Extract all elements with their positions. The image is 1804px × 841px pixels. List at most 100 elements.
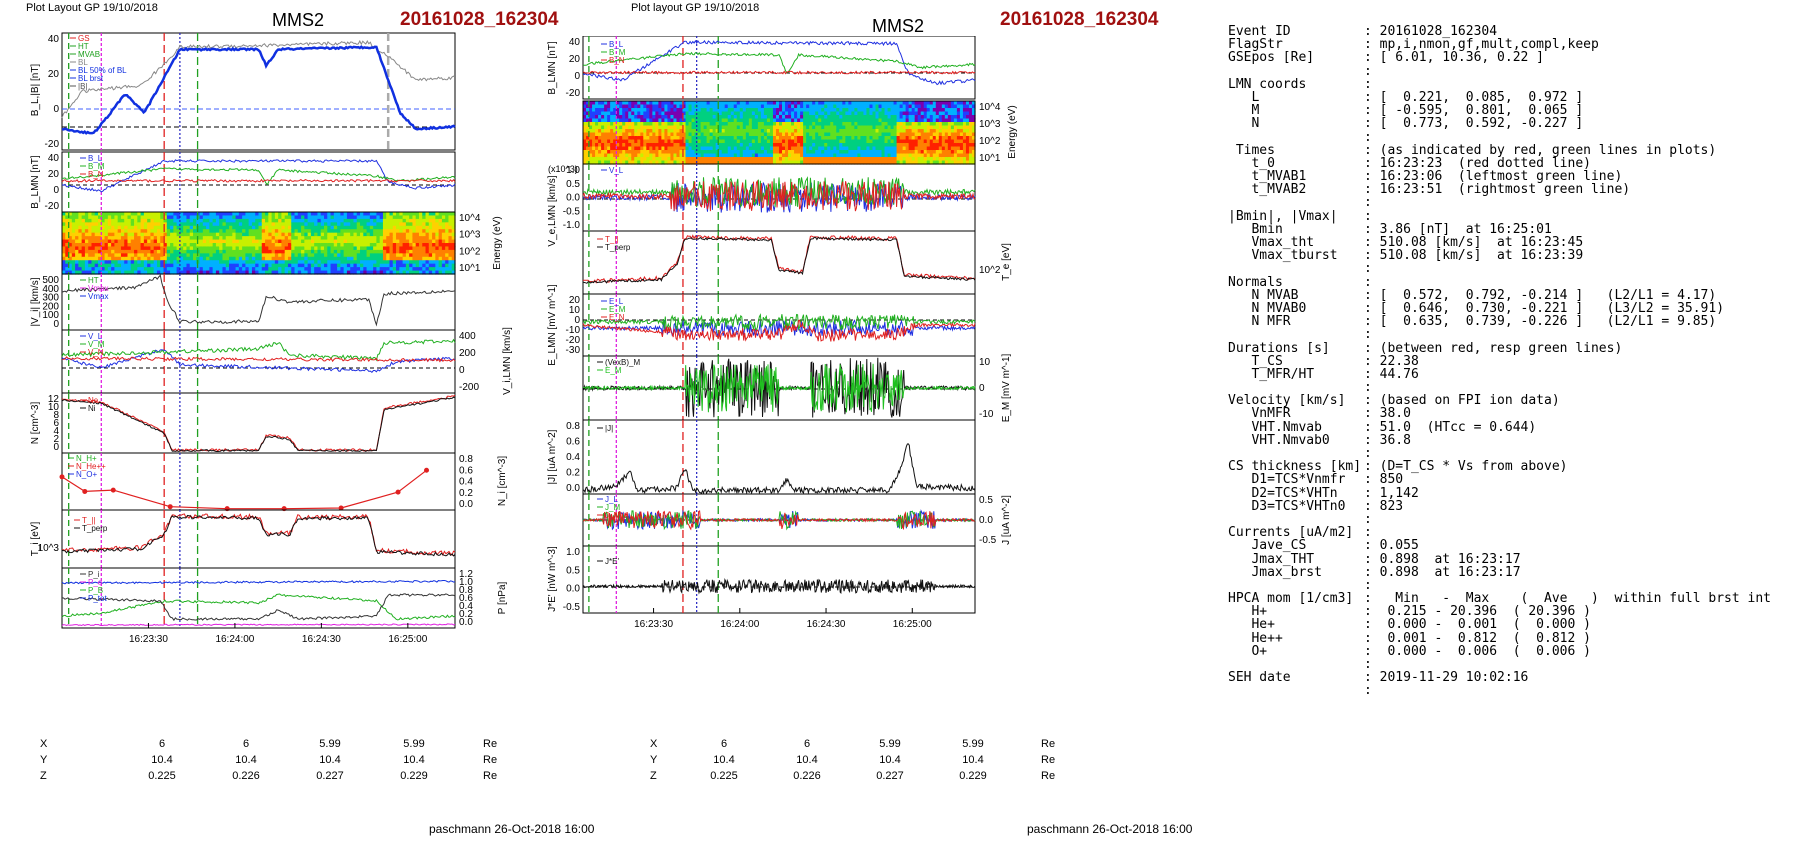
right-plot-panel: Plot layout GP 19/10/2018 MMS2 20161028_…: [547, 0, 1220, 841]
left-panel-2: 40 20 0 -20 B_LMN [nT] B_LB_MB_N: [30, 151, 456, 213]
info-value: : (between red, resp green lines): [1364, 340, 1623, 356]
right-em2-series: [583, 363, 976, 413]
info-value: : [ 0.221, 0.085, 0.972 ]: [1364, 89, 1584, 105]
coord-value: 10.4: [403, 754, 425, 766]
right-jmag-line: [582, 443, 976, 495]
info-row: :: [1228, 327, 1798, 342]
right-p9-tick: 0.0: [566, 584, 580, 595]
left-time-tick: 16:24:30: [302, 634, 341, 645]
right-layout-label: Plot layout GP 19/10/2018: [631, 2, 760, 14]
right-el-series: [582, 319, 976, 338]
left-p6-tick: 2: [53, 434, 59, 445]
info-row: :: [1228, 380, 1798, 395]
info-value: :: [1364, 76, 1372, 92]
info-value: : 3.86 [nT] at 16:25:01: [1364, 221, 1552, 237]
left-p3-tick: 10^2: [459, 246, 481, 257]
left-p5-legend-label: V_L: [88, 332, 103, 341]
info-row: T_MFR/HT: 44.76: [1228, 367, 1798, 382]
left-p9-legend-label: P_B: [88, 586, 103, 595]
coord-value: 0.227: [316, 770, 344, 782]
left-p5-tick: 0: [459, 365, 465, 376]
right-p5-legend-label: E_M: [609, 305, 626, 314]
left-p6-ylabel: N [cm^-3]: [30, 402, 41, 445]
right-p3-legend-label: V_L: [609, 166, 624, 175]
info-key: H+: [1228, 604, 1268, 620]
info-value: :: [1364, 446, 1372, 461]
info-key: t_0: [1228, 155, 1275, 171]
right-p1-tick: 0: [574, 71, 580, 82]
info-value: : 823: [1364, 498, 1404, 514]
right-p3-ylabel: V_e,LMN [km/s]: [547, 175, 558, 246]
right-p4-legend-label: T_perp: [605, 243, 631, 252]
right-vl-series: [582, 182, 976, 213]
left-p3-ylabel: Energy (eV): [492, 216, 503, 269]
info-row: :: [1228, 261, 1798, 276]
coord-value: 0.227: [876, 770, 904, 782]
left-nhe-point: [59, 474, 65, 480]
left-p2-legend-label: B_L: [88, 154, 103, 163]
left-p6-tick: 4: [53, 426, 59, 437]
right-p8-ylabel: J [uA m^-2]: [1001, 495, 1012, 545]
right-p5-tick: -30: [566, 345, 581, 356]
coord-unit: Re: [1041, 770, 1056, 782]
right-p7-tick: 0.2: [566, 468, 580, 479]
info-value: : 16:23:51 (rightmost green line): [1364, 182, 1631, 198]
left-nhe-point: [338, 505, 344, 511]
info-key: HPCA mom [1/cm3]: [1228, 591, 1354, 607]
coord-unit: Re: [1041, 754, 1056, 766]
right-p3-tick: -1.0: [563, 220, 581, 231]
right-bm-series: [582, 51, 976, 74]
coord-unit: Re: [483, 754, 498, 766]
left-panel-9: 1.21.00.80.60.40.20.0 P [nPa] P_iP_eP_BP_t…: [61, 567, 508, 629]
left-p9-tick: 0.0: [459, 617, 473, 628]
info-value: : 0.055: [1364, 538, 1419, 554]
left-vm-series: [61, 338, 456, 362]
left-event-id: 20161028_162304: [400, 9, 559, 30]
info-row: Currents [uA/m2]:: [1228, 525, 1798, 540]
info-row: VnMFR: 38.0: [1228, 406, 1798, 421]
right-p4-tick: 10^2: [979, 265, 1001, 276]
right-p7-tick: 0.0: [566, 483, 580, 494]
left-p4-tick: 0: [53, 319, 59, 330]
right-p8-legend-label: J_L: [605, 495, 618, 504]
info-row: Jave_CS: 0.055: [1228, 538, 1798, 554]
info-row: HPCA mom [1/cm3] : Min - Max ( Ave ) with…: [1228, 591, 1798, 607]
info-value: : Min - Max ( Ave ) within full brst int: [1364, 591, 1771, 607]
left-vi-line: [61, 274, 456, 327]
info-key: L: [1228, 89, 1260, 105]
right-bl-series: [582, 39, 976, 86]
right-p2-ylabel: Energy (eV): [1007, 105, 1018, 158]
info-row: O+: 0.000 - 0.006 ( 0.006 ): [1228, 644, 1798, 659]
info-key: He++: [1228, 630, 1283, 646]
right-p3-scale: (x10^3): [548, 164, 578, 174]
right-p1-ylabel: B_LMN [nT]: [547, 41, 558, 95]
info-row: CS thickness [km]: (D=T_CS * Vs from abo…: [1228, 459, 1798, 474]
left-p9-tick: 1.0: [459, 577, 473, 588]
info-row: t_MVAB2: 16:23:51 (rightmost green line): [1228, 182, 1798, 198]
left-time-tick: 16:25:00: [388, 634, 427, 645]
info-value: : 2019-11-29 10:02:16: [1364, 670, 1529, 686]
left-pb-line: [61, 593, 456, 621]
left-p1-legend-label: BL: [78, 58, 88, 67]
left-nhe-point: [82, 488, 88, 494]
left-p2-tick: -20: [45, 201, 60, 212]
coord-value: 10.4: [713, 754, 735, 766]
right-panel-frame: [582, 545, 976, 614]
left-pe-line: [61, 623, 456, 627]
left-p1-legend-label: |B|: [78, 82, 88, 91]
left-p9-legend-label: P_tot: [88, 594, 107, 603]
info-row: t_MVAB1: 16:23:06 (leftmost green line): [1228, 169, 1798, 184]
info-row: H+: 0.215 - 20.396 ( 20.396 ): [1228, 604, 1798, 620]
right-p5-tick: 20: [569, 295, 581, 306]
left-bm-series: [61, 167, 456, 186]
right-p6-ylabel: E_M [mV m^-1]: [1001, 353, 1012, 422]
info-value: :: [1364, 129, 1372, 145]
right-p6-legend-label: (VexB)_M: [605, 358, 640, 367]
info-row: :: [1228, 446, 1798, 461]
left-pi-line: [61, 593, 456, 622]
coord-value: 10.4: [879, 754, 901, 766]
right-p1-tick: -20: [566, 88, 581, 99]
info-row: Normals:: [1228, 275, 1798, 290]
info-row: Velocity [km/s]: (based on FPI ion data): [1228, 393, 1798, 408]
